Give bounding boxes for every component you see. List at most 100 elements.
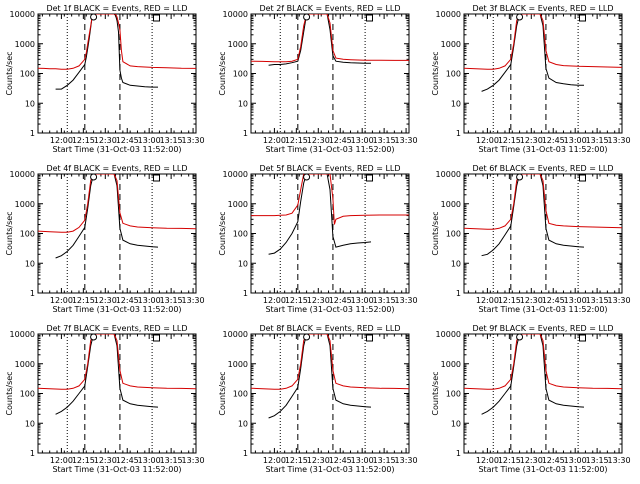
- y-tick-label: 1: [456, 129, 461, 138]
- panel-title: Det 7f BLACK = Events, RED = LLD: [46, 324, 187, 333]
- panel-title: Det 5f BLACK = Events, RED = LLD: [259, 164, 400, 173]
- x-axis-label: Start Time (31-Oct-03 11:52:00): [265, 465, 394, 474]
- x-tick-label: 12:45: [116, 136, 139, 145]
- x-tick-label: 12:45: [116, 296, 139, 305]
- y-tick-label: 1: [243, 449, 248, 458]
- panel-det-5: Det 5f BLACK = Events, RED = LLD 1 10 100 10…: [218, 164, 418, 314]
- lld-series-line: [464, 174, 622, 230]
- panel-det-9: Det 9f BLACK = Events, RED = LLD 1 10 100 10…: [431, 324, 631, 474]
- x-tick-label: 13:30: [395, 136, 418, 145]
- events-series-line: [268, 174, 372, 255]
- x-tick-label: 12:30: [94, 296, 117, 305]
- y-axis-label: Counts/sec: [431, 371, 440, 415]
- x-tick-label: 13:00: [564, 456, 587, 465]
- y-tick-label: 100: [20, 390, 35, 399]
- y-tick-label: 10000: [223, 330, 248, 339]
- x-tick-label: 13:15: [586, 456, 609, 465]
- events-series-line: [481, 334, 585, 415]
- events-series-line: [481, 174, 585, 257]
- x-tick-label: 12:30: [307, 296, 330, 305]
- x-tick-label: 12:30: [94, 456, 117, 465]
- x-tick-label: 12:30: [520, 136, 543, 145]
- x-tick-label: 12:15: [285, 296, 308, 305]
- x-tick-label: 12:00: [50, 456, 73, 465]
- circle-marker: [303, 333, 311, 341]
- events-series-line: [481, 14, 584, 92]
- x-tick-label: 13:15: [373, 456, 396, 465]
- x-axis-label: Start Time (31-Oct-03 11:52:00): [478, 145, 607, 154]
- lld-series-line: [251, 334, 409, 390]
- events-series-line: [268, 14, 371, 66]
- y-tick-label: 100: [233, 230, 248, 239]
- x-tick-label: 12:30: [307, 136, 330, 145]
- panel-det-8: Det 8f BLACK = Events, RED = LLD 1 10 100 10…: [218, 324, 418, 474]
- x-tick-label: 12:15: [72, 296, 95, 305]
- x-tick-label: 13:30: [608, 136, 631, 145]
- x-tick-label: 12:45: [116, 456, 139, 465]
- y-tick-label: 10: [25, 259, 35, 268]
- y-tick-label: 10: [238, 99, 248, 108]
- square-marker: [153, 334, 160, 342]
- lld-series-line: [38, 14, 196, 70]
- y-tick-label: 100: [446, 70, 461, 79]
- y-tick-label: 10000: [436, 10, 461, 19]
- x-tick-label: 12:00: [476, 456, 499, 465]
- x-tick-label: 12:45: [542, 456, 565, 465]
- events-series-line: [55, 14, 158, 90]
- y-tick-label: 100: [446, 230, 461, 239]
- panel-title: Det 8f BLACK = Events, RED = LLD: [259, 324, 400, 333]
- x-tick-label: 13:30: [608, 456, 631, 465]
- x-tick-label: 12:15: [285, 456, 308, 465]
- x-tick-label: 12:45: [329, 456, 352, 465]
- y-tick-label: 10000: [10, 170, 35, 179]
- y-axis-label: Counts/sec: [5, 51, 14, 95]
- circle-marker: [516, 333, 524, 341]
- events-series-line: [55, 174, 159, 259]
- y-tick-label: 10000: [436, 330, 461, 339]
- x-tick-label: 13:15: [160, 456, 183, 465]
- y-tick-label: 1000: [15, 360, 35, 369]
- x-tick-label: 12:00: [50, 296, 73, 305]
- x-axis-label: Start Time (31-Oct-03 11:52:00): [265, 305, 394, 314]
- x-tick-label: 12:30: [520, 456, 543, 465]
- y-tick-label: 100: [446, 390, 461, 399]
- circle-marker: [90, 173, 98, 181]
- x-tick-label: 12:30: [307, 456, 330, 465]
- y-tick-label: 1000: [441, 40, 461, 49]
- x-tick-label: 13:00: [351, 456, 374, 465]
- y-tick-label: 10000: [223, 170, 248, 179]
- x-axis-label: Start Time (31-Oct-03 11:52:00): [52, 305, 181, 314]
- x-tick-label: 13:00: [564, 296, 587, 305]
- y-axis-label: Counts/sec: [218, 371, 227, 415]
- events-series-line: [268, 334, 372, 419]
- x-tick-label: 12:15: [72, 136, 95, 145]
- circle-marker: [90, 333, 98, 341]
- y-axis-label: Counts/sec: [431, 51, 440, 95]
- circle-marker: [303, 13, 311, 21]
- y-axis-label: Counts/sec: [5, 211, 14, 255]
- x-tick-label: 12:00: [50, 136, 73, 145]
- y-tick-label: 100: [20, 230, 35, 239]
- y-axis-label: Counts/sec: [431, 211, 440, 255]
- x-tick-label: 13:00: [564, 136, 587, 145]
- x-tick-label: 12:45: [542, 296, 565, 305]
- panel-det-3: Det 3f BLACK = Events, RED = LLD 1 10 100 10…: [431, 4, 631, 154]
- x-tick-label: 12:00: [263, 136, 286, 145]
- x-tick-label: 12:00: [263, 456, 286, 465]
- x-tick-label: 13:30: [182, 136, 205, 145]
- y-tick-label: 10000: [223, 10, 248, 19]
- y-tick-label: 1000: [441, 360, 461, 369]
- x-tick-label: 13:00: [138, 456, 161, 465]
- panel-det-6: Det 6f BLACK = Events, RED = LLD 1 10 100 10…: [431, 164, 631, 314]
- x-tick-label: 12:00: [263, 296, 286, 305]
- x-tick-label: 13:00: [351, 136, 374, 145]
- x-tick-label: 13:15: [373, 296, 396, 305]
- panel-det-4: Det 4f BLACK = Events, RED = LLD 1 10 100 10…: [5, 164, 205, 314]
- x-tick-label: 12:45: [542, 136, 565, 145]
- panel-title: Det 2f BLACK = Events, RED = LLD: [259, 4, 400, 13]
- x-axis-label: Start Time (31-Oct-03 11:52:00): [478, 465, 607, 474]
- y-tick-label: 100: [233, 70, 248, 79]
- y-tick-label: 10000: [10, 330, 35, 339]
- y-tick-label: 10000: [436, 170, 461, 179]
- panel-det-1: Det 1f BLACK = Events, RED = LLD 1 10 100 10…: [5, 4, 205, 154]
